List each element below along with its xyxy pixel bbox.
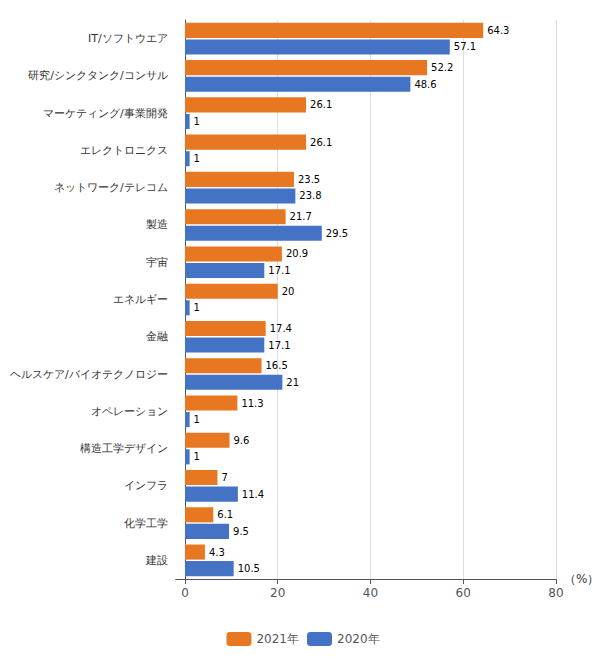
svg-text:4.3: 4.3 (209, 547, 225, 558)
svg-text:宇宙: 宇宙 (146, 256, 168, 269)
svg-text:インフラ: インフラ (124, 479, 168, 492)
svg-text:6.1: 6.1 (217, 509, 233, 520)
svg-text:1: 1 (194, 116, 200, 127)
svg-text:57.1: 57.1 (454, 41, 476, 52)
svg-text:80: 80 (548, 586, 563, 600)
svg-text:9.6: 9.6 (234, 435, 250, 446)
svg-text:建設: 建設 (145, 554, 168, 567)
svg-text:ネットワーク/テレコム: ネットワーク/テレコム (54, 181, 168, 194)
svg-text:23.5: 23.5 (298, 174, 320, 185)
svg-text:20.9: 20.9 (286, 248, 308, 259)
svg-text:52.2: 52.2 (431, 62, 453, 73)
svg-text:10.5: 10.5 (238, 563, 260, 574)
svg-text:20: 20 (270, 586, 285, 600)
svg-text:化学工学: 化学工学 (124, 517, 168, 530)
svg-text:オペレーション: オペレーション (91, 405, 168, 418)
svg-text:マーケティング/事業開発: マーケティング/事業開発 (43, 107, 168, 120)
svg-text:製造: 製造 (146, 218, 168, 231)
svg-text:21: 21 (286, 377, 299, 388)
svg-text:2020年: 2020年 (337, 632, 380, 646)
svg-text:1: 1 (194, 414, 200, 425)
svg-text:17.4: 17.4 (270, 323, 292, 334)
svg-text:IT/ソフトウエア: IT/ソフトウエア (88, 32, 168, 45)
svg-text:26.1: 26.1 (310, 137, 332, 148)
svg-text:20: 20 (282, 286, 295, 297)
svg-text:1: 1 (194, 302, 200, 313)
svg-text:7: 7 (221, 472, 227, 483)
svg-text:17.1: 17.1 (268, 265, 290, 276)
svg-text:29.5: 29.5 (326, 228, 348, 239)
svg-text:40: 40 (363, 586, 378, 600)
svg-text:48.6: 48.6 (414, 79, 436, 90)
svg-text:23.8: 23.8 (299, 190, 321, 201)
svg-text:0: 0 (181, 586, 189, 600)
svg-text:1: 1 (194, 153, 200, 164)
svg-text:16.5: 16.5 (266, 360, 288, 371)
svg-text:60: 60 (456, 586, 471, 600)
svg-text:11.3: 11.3 (241, 398, 263, 409)
svg-text:64.3: 64.3 (487, 25, 509, 36)
svg-text:構造工学デザイン: 構造工学デザイン (80, 442, 168, 455)
svg-text:2021年: 2021年 (256, 632, 299, 646)
svg-text:17.1: 17.1 (268, 340, 290, 351)
svg-text:1: 1 (194, 451, 200, 462)
svg-text:エレクトロニクス: エレクトロニクス (80, 144, 168, 157)
svg-text:金融: 金融 (146, 330, 168, 343)
svg-text:エネルギー: エネルギー (113, 293, 168, 306)
svg-text:ヘルスケア/バイオテクノロジー: ヘルスケア/バイオテクノロジー (10, 368, 168, 381)
svg-text:26.1: 26.1 (310, 99, 332, 110)
svg-text:研究/シンクタンク/コンサル: 研究/シンクタンク/コンサル (28, 69, 167, 82)
svg-text:11.4: 11.4 (242, 489, 264, 500)
svg-text:21.7: 21.7 (290, 211, 312, 222)
svg-text:9.5: 9.5 (233, 526, 249, 537)
svg-text:（%）: （%） (564, 572, 599, 586)
